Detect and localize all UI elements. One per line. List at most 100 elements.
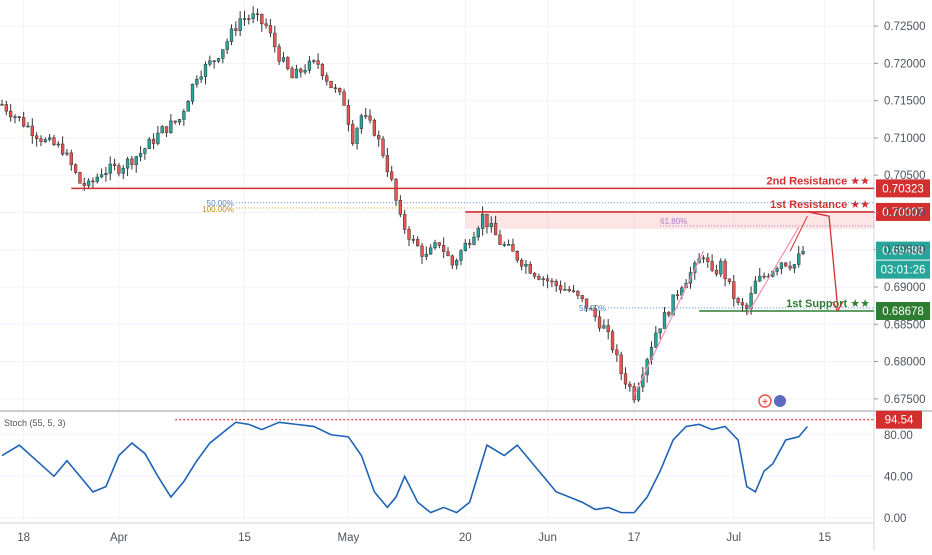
candle-body bbox=[732, 281, 736, 299]
candle-body bbox=[515, 251, 519, 261]
candle-body bbox=[229, 28, 234, 42]
candle-body bbox=[524, 263, 528, 267]
resistance-zone bbox=[465, 211, 874, 229]
time-tick-label: Jun bbox=[538, 532, 557, 544]
candle-body bbox=[424, 253, 428, 257]
level-label: 1st Resistance ★★ bbox=[770, 199, 870, 211]
candle-body bbox=[658, 328, 662, 334]
candle-body bbox=[563, 289, 567, 291]
candle-body bbox=[723, 260, 727, 280]
countdown-value: 03:01:26 bbox=[881, 265, 926, 277]
candle-body bbox=[312, 60, 316, 62]
candle-body bbox=[4, 104, 8, 112]
candles bbox=[0, 6, 805, 404]
candle-body bbox=[610, 331, 615, 351]
level-label: 1st Support ★★ bbox=[786, 298, 870, 310]
candle-body bbox=[719, 260, 723, 275]
level-price-badge bbox=[876, 302, 930, 321]
candle-body bbox=[377, 135, 381, 140]
candle-body bbox=[446, 251, 450, 257]
candle-body bbox=[99, 174, 104, 178]
candle-body bbox=[476, 228, 480, 238]
candle-body bbox=[576, 290, 580, 296]
price-tick-label: 0.70500 bbox=[884, 170, 926, 182]
candle-body bbox=[333, 87, 338, 89]
candle-body bbox=[17, 116, 21, 118]
candle-body bbox=[173, 120, 177, 123]
candle-body bbox=[727, 278, 732, 282]
last-price-badge bbox=[876, 241, 930, 260]
candle-body bbox=[550, 280, 554, 283]
candle-body bbox=[268, 25, 273, 34]
time-tick-label: May bbox=[338, 532, 360, 544]
candle-body bbox=[134, 156, 138, 165]
candle-body bbox=[394, 178, 398, 201]
price-tick-label: 0.72000 bbox=[884, 58, 926, 70]
candle-body bbox=[286, 57, 290, 69]
candle-body bbox=[623, 373, 628, 385]
candle-body bbox=[597, 316, 602, 329]
candle-body bbox=[390, 171, 394, 180]
stochastic-panel: Stoch (55, 5, 3) bbox=[1, 418, 874, 514]
candle-body bbox=[429, 247, 433, 255]
candle-body bbox=[506, 244, 511, 246]
countdown-badge bbox=[876, 260, 930, 279]
candle-body bbox=[52, 137, 56, 146]
level-price-badge bbox=[876, 179, 930, 198]
candle-body bbox=[714, 269, 719, 275]
candle-body bbox=[615, 349, 619, 356]
candle-body bbox=[342, 91, 346, 106]
candle-body bbox=[554, 280, 558, 286]
stoch-line bbox=[1, 421, 808, 514]
candle-body bbox=[208, 60, 212, 65]
candle-body bbox=[571, 290, 576, 293]
fib-label-50-top: 50.00% bbox=[207, 199, 234, 208]
event-circle-icon bbox=[774, 395, 786, 407]
candle-body bbox=[459, 250, 463, 261]
price-tick-label: 0.68000 bbox=[884, 357, 926, 369]
candle-body bbox=[398, 200, 403, 215]
candle-body bbox=[736, 298, 740, 303]
candle-body bbox=[147, 138, 151, 149]
price-tick-label: 0.69000 bbox=[884, 282, 926, 294]
candle-body bbox=[359, 115, 364, 129]
candle-body bbox=[593, 308, 597, 318]
candle-body bbox=[238, 18, 242, 31]
candle-body bbox=[654, 332, 658, 348]
candle-body bbox=[693, 262, 697, 273]
candle-body bbox=[558, 285, 563, 291]
price-tick-label: 0.71500 bbox=[884, 96, 926, 108]
price-tick-label: 0.72500 bbox=[884, 21, 926, 33]
candle-body bbox=[86, 180, 91, 186]
candle-body bbox=[580, 295, 584, 300]
projection-lead bbox=[789, 215, 808, 252]
fib-label-50-low: 50.00% bbox=[579, 304, 606, 313]
candle-body bbox=[225, 41, 229, 50]
candle-body bbox=[13, 116, 17, 118]
candle-body bbox=[186, 100, 190, 112]
candle-body bbox=[775, 268, 779, 272]
candle-body bbox=[801, 250, 805, 255]
candle-body bbox=[442, 245, 446, 252]
time-tick-label: 18 bbox=[17, 532, 30, 544]
candle-body bbox=[450, 255, 454, 266]
candle-body bbox=[0, 104, 4, 106]
candle-body bbox=[758, 275, 762, 282]
stoch-title: Stoch (55, 5, 3) bbox=[4, 418, 66, 428]
pattern-leg bbox=[633, 250, 705, 396]
stoch-tick-label: 0.00 bbox=[884, 513, 906, 525]
candle-body bbox=[138, 153, 143, 157]
candle-body bbox=[489, 223, 493, 227]
candle-body bbox=[212, 60, 216, 63]
candle-body bbox=[143, 148, 147, 154]
candle-body bbox=[589, 307, 593, 310]
price-tick-label: 0.68500 bbox=[884, 319, 926, 331]
candle-body bbox=[82, 182, 86, 186]
price-axis: 0.70323 0.70007 0.68678 0.69488 03:01:26 0.72… bbox=[874, 21, 930, 525]
candle-body bbox=[177, 119, 182, 123]
candle-body bbox=[606, 325, 610, 333]
candle-body bbox=[69, 152, 73, 165]
fib-label-100: 100.00% bbox=[202, 205, 234, 214]
